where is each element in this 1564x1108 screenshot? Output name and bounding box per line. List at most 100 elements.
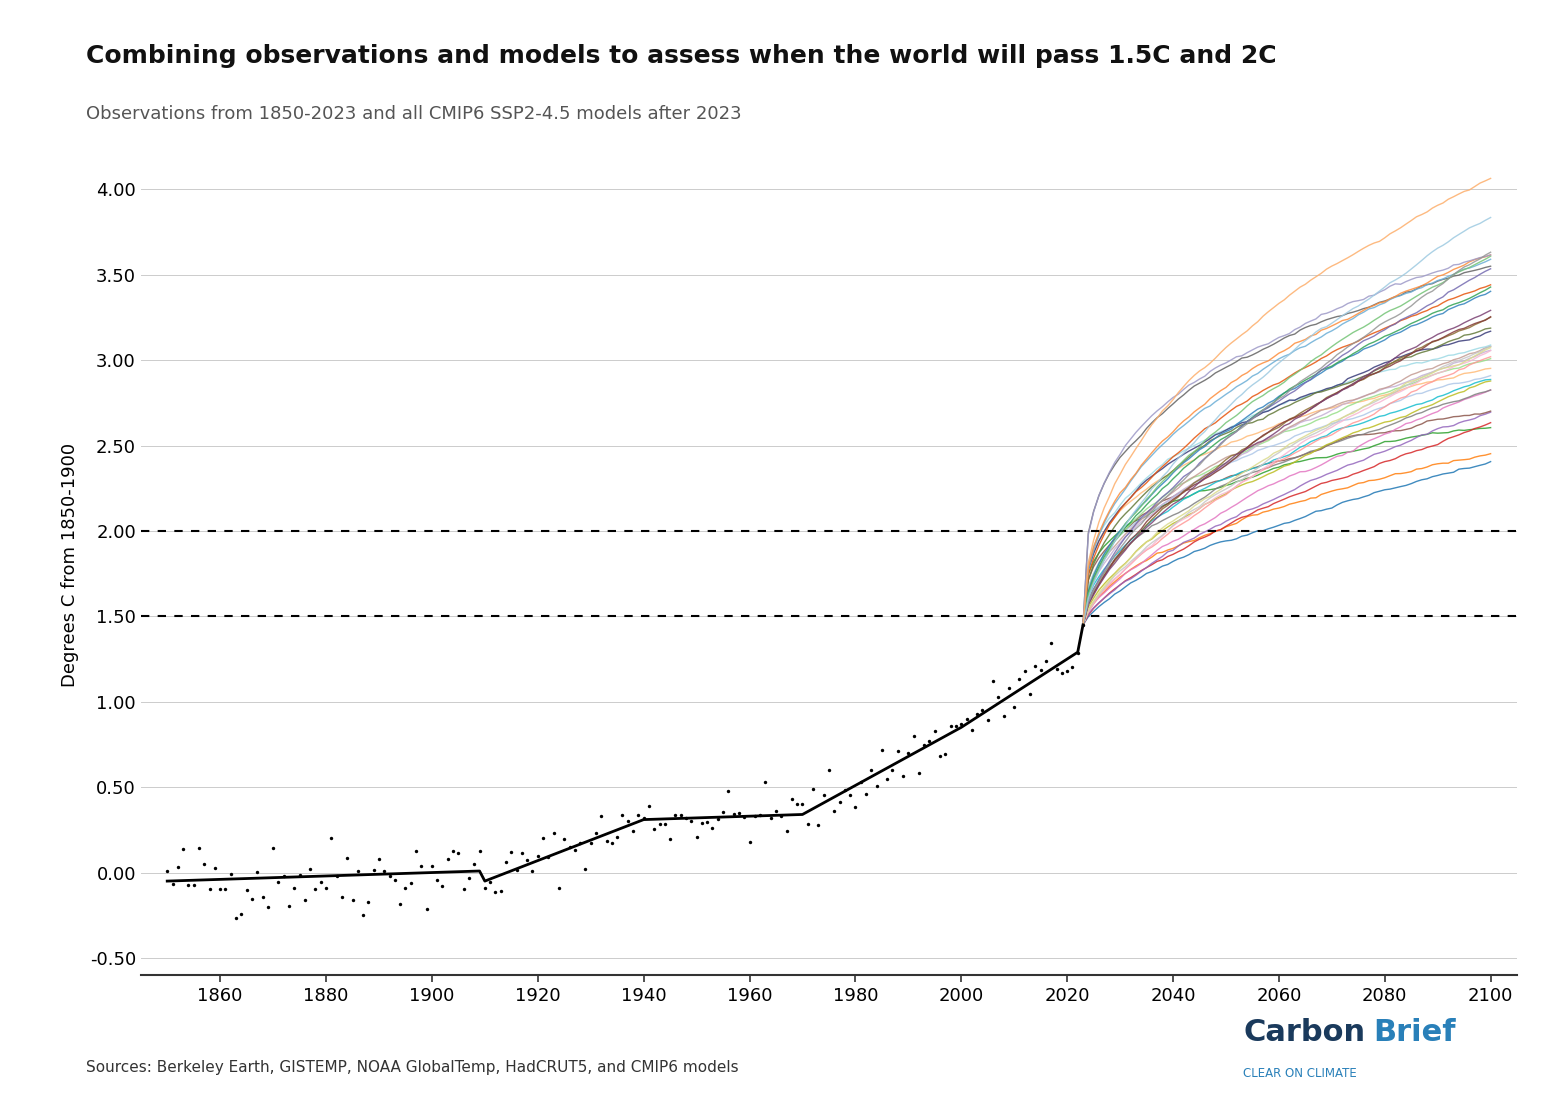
Point — [812, 786, 837, 803]
Point — [985, 688, 1010, 706]
Point — [399, 874, 424, 892]
Point — [271, 868, 296, 885]
Point — [996, 679, 1021, 697]
Point — [468, 842, 493, 860]
Point — [626, 806, 651, 823]
Point — [583, 824, 608, 842]
Point — [197, 881, 222, 899]
Point — [863, 778, 888, 796]
Point — [652, 815, 677, 833]
Point — [748, 807, 773, 824]
Point — [1065, 645, 1090, 663]
Point — [504, 861, 529, 879]
Point — [208, 880, 233, 897]
Point — [166, 859, 191, 876]
Point — [457, 869, 482, 886]
Point — [366, 850, 391, 868]
Point — [959, 721, 984, 739]
Point — [441, 842, 466, 860]
Text: Carbon: Carbon — [1243, 1018, 1365, 1047]
Point — [896, 745, 921, 762]
Point — [965, 705, 990, 722]
Point — [785, 796, 810, 813]
Point — [690, 814, 715, 832]
Point — [330, 889, 355, 906]
Point — [430, 878, 455, 895]
Point — [297, 860, 322, 878]
Point — [219, 865, 244, 883]
Point — [932, 746, 957, 763]
Point — [155, 862, 180, 880]
Point — [790, 794, 815, 812]
Point — [244, 863, 269, 881]
Point — [324, 868, 349, 885]
Point — [679, 812, 704, 830]
Point — [494, 853, 519, 871]
Text: Sources: Berkeley Earth, GISTEMP, NOAA GlobalTemp, HadCRUT5, and CMIP6 models: Sources: Berkeley Earth, GISTEMP, NOAA G… — [86, 1059, 738, 1075]
Point — [557, 839, 582, 856]
Point — [213, 880, 238, 897]
Point — [721, 806, 746, 823]
Point — [510, 844, 535, 862]
Point — [350, 906, 375, 924]
Point — [483, 883, 508, 901]
Point — [175, 876, 200, 894]
Point — [615, 812, 640, 830]
Point — [446, 844, 471, 862]
Point — [981, 673, 1006, 690]
Point — [308, 873, 333, 891]
Point — [885, 742, 910, 760]
Point — [1001, 698, 1026, 716]
Point — [816, 761, 841, 779]
Point — [160, 875, 185, 893]
Point — [408, 856, 433, 874]
Point — [563, 841, 588, 859]
Point — [526, 847, 551, 864]
Point — [477, 873, 502, 891]
Point — [605, 828, 630, 845]
Point — [737, 833, 762, 851]
Point — [694, 813, 719, 831]
Point — [832, 781, 857, 799]
Text: Observations from 1850-2023 and all CMIP6 SSP2-4.5 models after 2023: Observations from 1850-2023 and all CMIP… — [86, 105, 741, 123]
Text: Brief: Brief — [1373, 1018, 1456, 1047]
Point — [372, 862, 397, 880]
Point — [357, 893, 382, 911]
Point — [541, 824, 566, 842]
Point — [303, 880, 328, 897]
Point — [361, 862, 386, 880]
Y-axis label: Degrees C from 1850-1900: Degrees C from 1850-1900 — [61, 443, 78, 687]
Point — [647, 814, 673, 832]
Point — [488, 882, 513, 900]
Point — [292, 891, 317, 909]
Point — [1023, 657, 1048, 675]
Point — [382, 871, 407, 889]
Point — [568, 834, 593, 852]
Point — [419, 858, 444, 875]
Point — [901, 727, 926, 745]
Point — [779, 790, 804, 808]
Point — [377, 868, 402, 885]
Point — [954, 710, 979, 728]
Point — [319, 829, 344, 847]
Point — [805, 817, 830, 834]
Point — [774, 822, 799, 840]
Point — [663, 806, 688, 823]
Point — [499, 843, 524, 861]
Point — [621, 822, 646, 840]
Point — [1028, 661, 1053, 679]
Point — [710, 802, 735, 820]
Point — [192, 855, 217, 873]
Point — [827, 793, 852, 811]
Point — [769, 807, 795, 824]
Point — [1034, 653, 1059, 670]
Point — [594, 832, 619, 850]
Point — [759, 809, 784, 827]
Point — [1070, 616, 1095, 634]
Point — [313, 880, 338, 897]
Point — [641, 820, 666, 838]
Point — [435, 851, 460, 869]
Point — [186, 839, 211, 856]
Point — [637, 798, 662, 815]
Point — [530, 829, 555, 847]
